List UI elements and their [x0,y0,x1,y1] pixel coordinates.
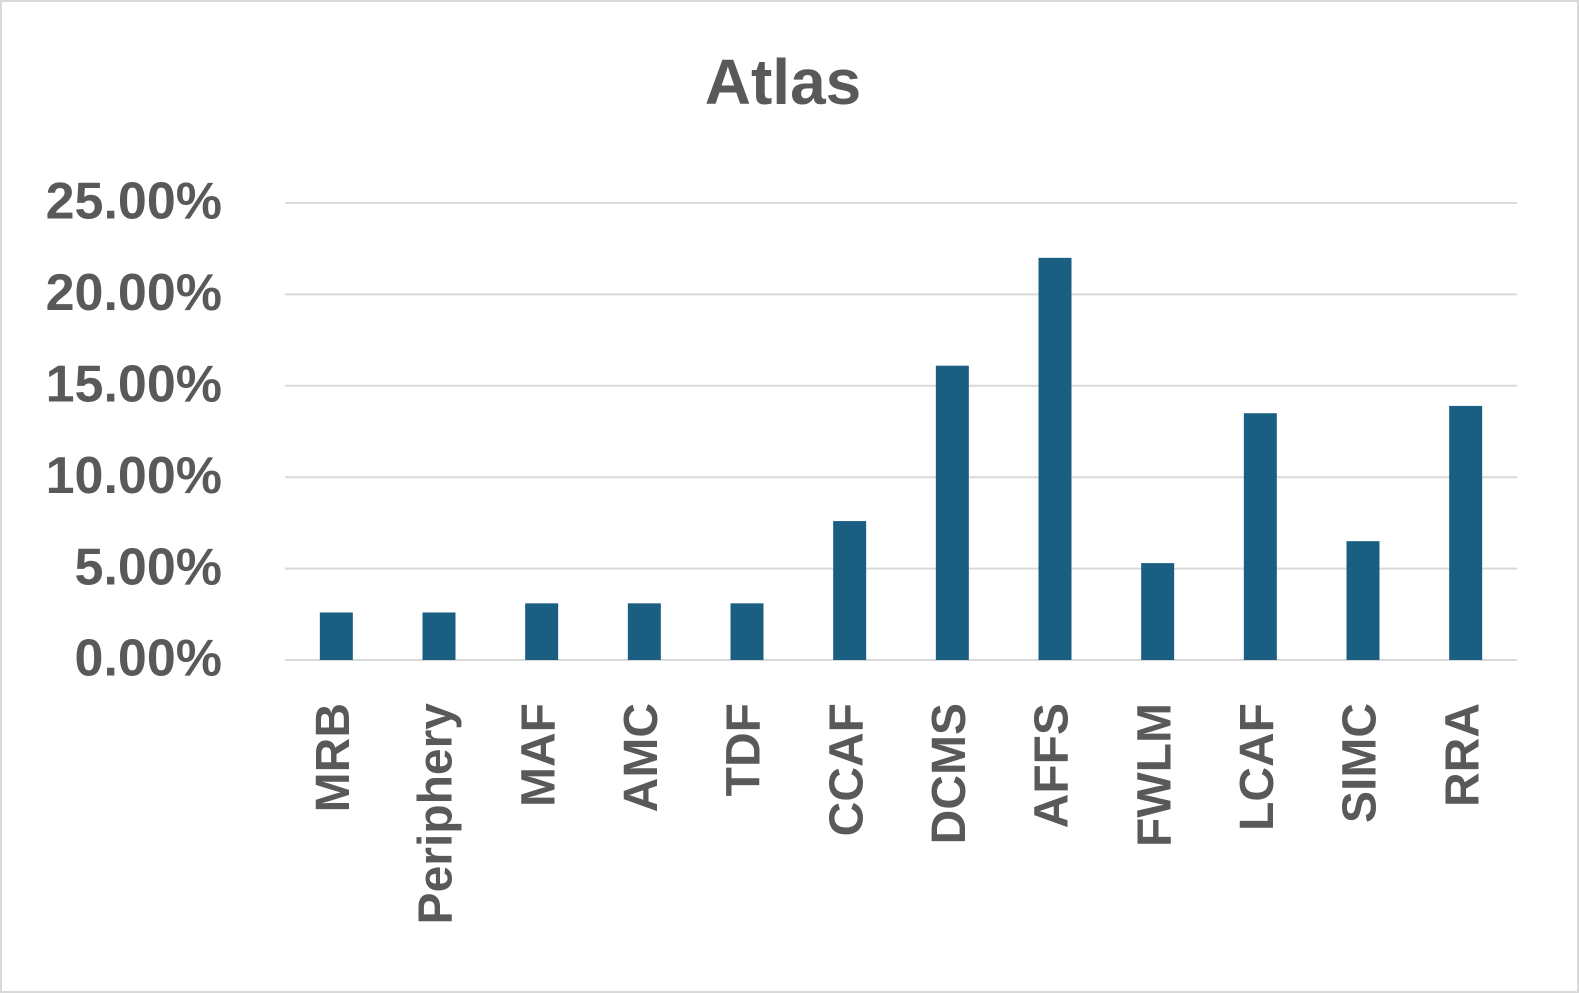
x-tick-label: CCAF [820,703,873,836]
x-tick-label: AMC [615,703,668,812]
chart-title: Atlas [705,46,862,118]
bar [525,603,559,660]
bar [319,612,353,660]
bar [1243,413,1277,660]
x-tick-label: FWLM [1128,703,1181,847]
y-tick-label: 10.00% [46,447,222,505]
y-tick-label: 0.00% [75,630,222,688]
x-tick-label: LCAF [1231,703,1284,831]
x-tick-label: MAF [512,703,565,807]
x-tick-label: DCMS [923,703,976,844]
bar [935,365,969,660]
bar [730,603,764,660]
x-tick-label: RRA [1436,703,1489,807]
x-tick-label: TDF [718,703,771,796]
bar [833,521,867,660]
x-tick-label: SIMC [1334,703,1387,823]
y-tick-label: 5.00% [75,538,222,596]
bar [1141,563,1175,660]
x-tick-label: AFFS [1026,703,1079,828]
x-tick-label: Periphery [410,703,463,925]
bar [422,612,456,660]
bar [1449,405,1483,660]
y-tick-label: 20.00% [46,264,222,322]
bar [1038,257,1072,660]
y-tick-label: 25.00% [46,173,222,231]
bar [1346,541,1380,660]
x-tick-label: MRB [307,703,360,812]
y-tick-label: 15.00% [46,356,222,414]
bar [627,603,661,660]
